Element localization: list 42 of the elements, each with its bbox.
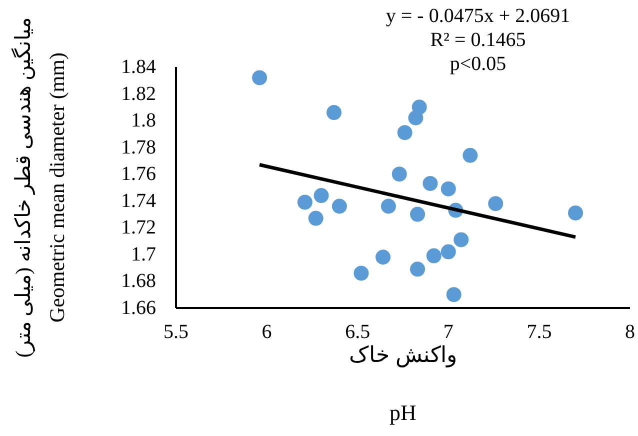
point	[397, 125, 412, 140]
y-tick-label: 1.66	[121, 297, 156, 319]
x-tick-label: 8	[625, 321, 635, 343]
x-tick-label: 6	[262, 321, 272, 343]
x-tick-label: 7.5	[526, 321, 552, 343]
point	[410, 262, 426, 277]
point	[440, 181, 456, 196]
point	[314, 188, 329, 204]
x-tick-label: 6.5	[345, 321, 370, 343]
y-tick-label: 1.7	[131, 243, 156, 266]
point	[354, 266, 369, 281]
y-tick-label: 1.84	[121, 56, 156, 78]
point	[446, 287, 462, 302]
point	[308, 210, 324, 226]
x-tick-label: 5.5	[164, 321, 188, 343]
y-tick-label: 1.74	[121, 190, 156, 212]
point	[422, 176, 438, 191]
point	[326, 105, 342, 120]
point	[297, 194, 312, 210]
point	[410, 206, 426, 222]
point	[380, 198, 396, 214]
point	[454, 232, 469, 248]
point	[252, 70, 268, 86]
annotation: p<0.05	[450, 53, 506, 75]
point	[440, 244, 456, 260]
y-tick-label: 1.76	[121, 163, 156, 186]
point	[376, 250, 391, 265]
point	[392, 166, 407, 182]
x-tick-label: 7	[443, 321, 454, 343]
text: R² = 0.1465	[430, 29, 526, 51]
point	[426, 248, 442, 264]
y-tick-label: 1.68	[121, 270, 156, 292]
y-tick-label: 1.78	[121, 136, 156, 158]
y-tick-label: 1.72	[121, 216, 156, 239]
point	[462, 148, 478, 163]
y-tick-label: 1.8	[131, 110, 156, 132]
y-tick-label: 1.82	[121, 82, 156, 105]
text: y = - 0.0475x + 2.0691	[386, 5, 570, 27]
point	[408, 110, 424, 126]
point	[488, 196, 504, 212]
point	[332, 198, 347, 214]
point	[568, 205, 584, 220]
